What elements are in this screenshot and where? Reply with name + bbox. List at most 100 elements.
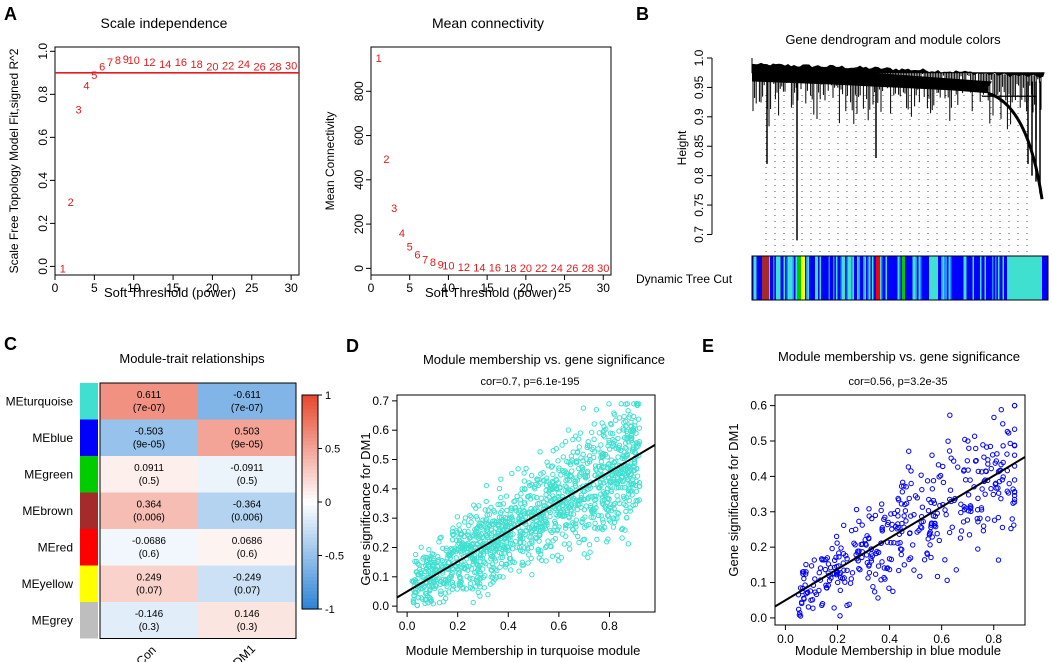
scatter-point	[528, 505, 534, 512]
d-scatter-plot: 0.0 0.2 0.4 0.6 0.8 0.0 0.1 0.2 0.3 0.4 0.5 0.6 0.7	[372, 394, 656, 633]
scatter-point	[930, 477, 937, 484]
scatter-point	[934, 510, 940, 517]
scatter-point	[866, 506, 872, 512]
scale-point-label: 14	[159, 59, 171, 71]
scatter-point	[618, 401, 624, 407]
module-stripe-special	[1012, 256, 1044, 300]
scatter-point	[991, 414, 997, 421]
scatter-point	[966, 532, 973, 538]
module-stripe	[890, 256, 892, 300]
scatter-point	[489, 561, 496, 567]
scatter-point	[422, 600, 428, 607]
scatter-point	[591, 507, 597, 513]
scatter-point	[582, 474, 589, 481]
scatter-point	[589, 507, 595, 513]
scatter-point	[415, 594, 422, 601]
module-stripe	[971, 256, 973, 300]
module-stripe	[914, 256, 916, 300]
scatter-point	[524, 545, 531, 551]
scatter-point	[450, 566, 456, 572]
scatter-point	[507, 531, 514, 538]
scatter-point	[625, 463, 631, 469]
scatter-point	[593, 407, 600, 413]
scatter-point	[568, 473, 575, 480]
scatter-point	[475, 535, 482, 542]
scatter-point	[889, 526, 895, 532]
scatter-point	[624, 465, 630, 472]
scatter-point	[942, 557, 948, 563]
y-tick-label: 0.75	[692, 193, 706, 217]
scatter-point	[619, 455, 626, 462]
colorbar-segment	[302, 598, 318, 603]
scatter-point	[903, 518, 909, 524]
heatmap-cell-pvalue: (7e-07)	[231, 403, 263, 414]
module-stripe	[995, 256, 997, 300]
scale-point-label: 5	[91, 70, 97, 82]
scatter-point	[870, 584, 876, 590]
scatter-point	[998, 407, 1004, 413]
scatter-point	[929, 534, 935, 540]
module-stripe	[986, 256, 988, 300]
scatter-point	[591, 436, 597, 443]
scatter-point	[539, 525, 546, 532]
scatter-point	[996, 478, 1003, 485]
scatter-point	[535, 548, 542, 555]
scatter-point	[507, 555, 514, 562]
module-color-swatch	[80, 456, 98, 493]
module-stripe	[911, 256, 913, 300]
scatter-point	[435, 554, 441, 560]
y-tick-label: 0.7	[372, 394, 389, 408]
scatter-point	[621, 427, 627, 433]
scatter-point	[478, 520, 484, 527]
scatter-point	[442, 595, 449, 602]
scatter-point	[598, 458, 605, 465]
scatter-point	[516, 568, 522, 574]
colorbar-segment	[302, 395, 318, 400]
module-stripe	[776, 256, 778, 300]
panel-d: D Module membership vs. gene significanc…	[346, 336, 665, 658]
scatter-point	[477, 555, 484, 561]
scatter-point	[957, 535, 964, 541]
module-stripe	[990, 256, 992, 300]
scatter-point	[467, 581, 474, 587]
x-tick-label: 0.8	[985, 632, 1002, 646]
scatter-point	[456, 574, 463, 580]
module-stripe	[909, 256, 911, 300]
scatter-point	[573, 475, 580, 481]
scatter-point	[936, 474, 942, 480]
scatter-point	[456, 567, 462, 573]
scatter-point	[606, 401, 612, 407]
heatmap-cell-pvalue: (9e-05)	[133, 440, 165, 451]
scatter-point	[489, 518, 496, 524]
scatter-point	[847, 580, 854, 586]
scatter-point	[460, 584, 466, 591]
scatter-point	[901, 483, 907, 489]
module-stripe	[804, 256, 806, 300]
scatter-point	[615, 454, 621, 460]
scatter-point	[555, 552, 561, 559]
scatter-point	[888, 540, 894, 546]
dendrogram-mass	[752, 63, 992, 94]
scatter-point	[979, 486, 985, 492]
scatter-point	[801, 595, 807, 601]
scatter-point	[1005, 430, 1012, 436]
module-stripe	[998, 256, 1000, 300]
scatter-point	[823, 584, 830, 591]
scatter-point	[418, 586, 424, 592]
module-stripe	[848, 256, 850, 300]
scatter-point	[625, 407, 631, 414]
y-tick-label: 0.4	[750, 469, 767, 483]
scatter-point	[626, 497, 632, 504]
e-title: Module membership vs. gene significance	[778, 349, 1020, 364]
module-stripe	[981, 256, 983, 300]
scale-point-label: 7	[107, 57, 113, 69]
heatmap-cell	[198, 383, 296, 420]
scatter-point	[628, 432, 635, 438]
scatter-point	[498, 518, 505, 524]
x-tick-label: 0.0	[399, 619, 416, 633]
scatter-point	[543, 558, 549, 564]
scatter-point	[567, 461, 574, 468]
conn-point-label: 10	[442, 261, 454, 273]
scatter-point	[432, 567, 439, 573]
conn-point-label: 6	[414, 250, 420, 262]
